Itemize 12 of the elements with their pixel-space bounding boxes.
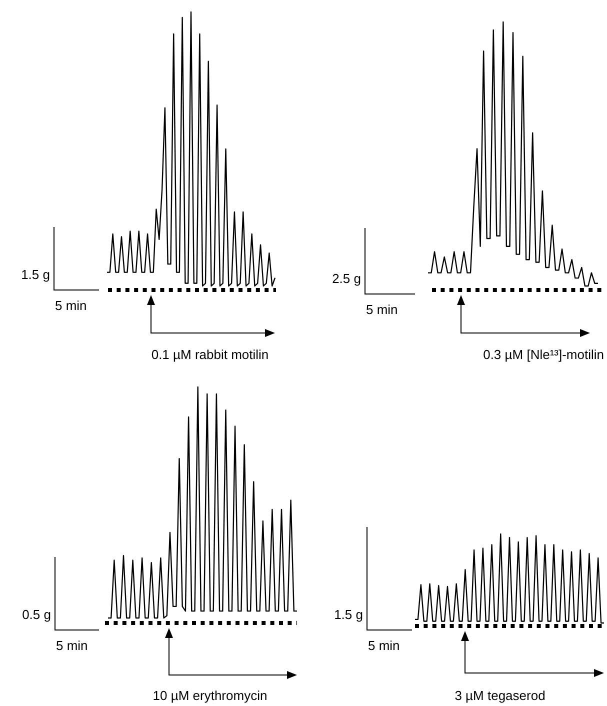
text: 10 µM erythromycin xyxy=(152,688,268,703)
text: 0.1 µM rabbit motilin xyxy=(151,347,269,362)
text: 3 µM tegaserod xyxy=(454,688,546,703)
text: 5 min xyxy=(366,302,398,317)
text: 1.5 g xyxy=(334,607,363,622)
text: 2.5 g xyxy=(332,271,361,286)
text: 5 min xyxy=(56,638,88,653)
text: 5 min xyxy=(55,298,87,313)
text: 5 min xyxy=(368,638,400,653)
text: 1.5 g xyxy=(21,267,50,282)
text: 0.5 g xyxy=(22,607,51,622)
text: 0.3 µM [Nle¹³]-motilin xyxy=(483,347,604,362)
